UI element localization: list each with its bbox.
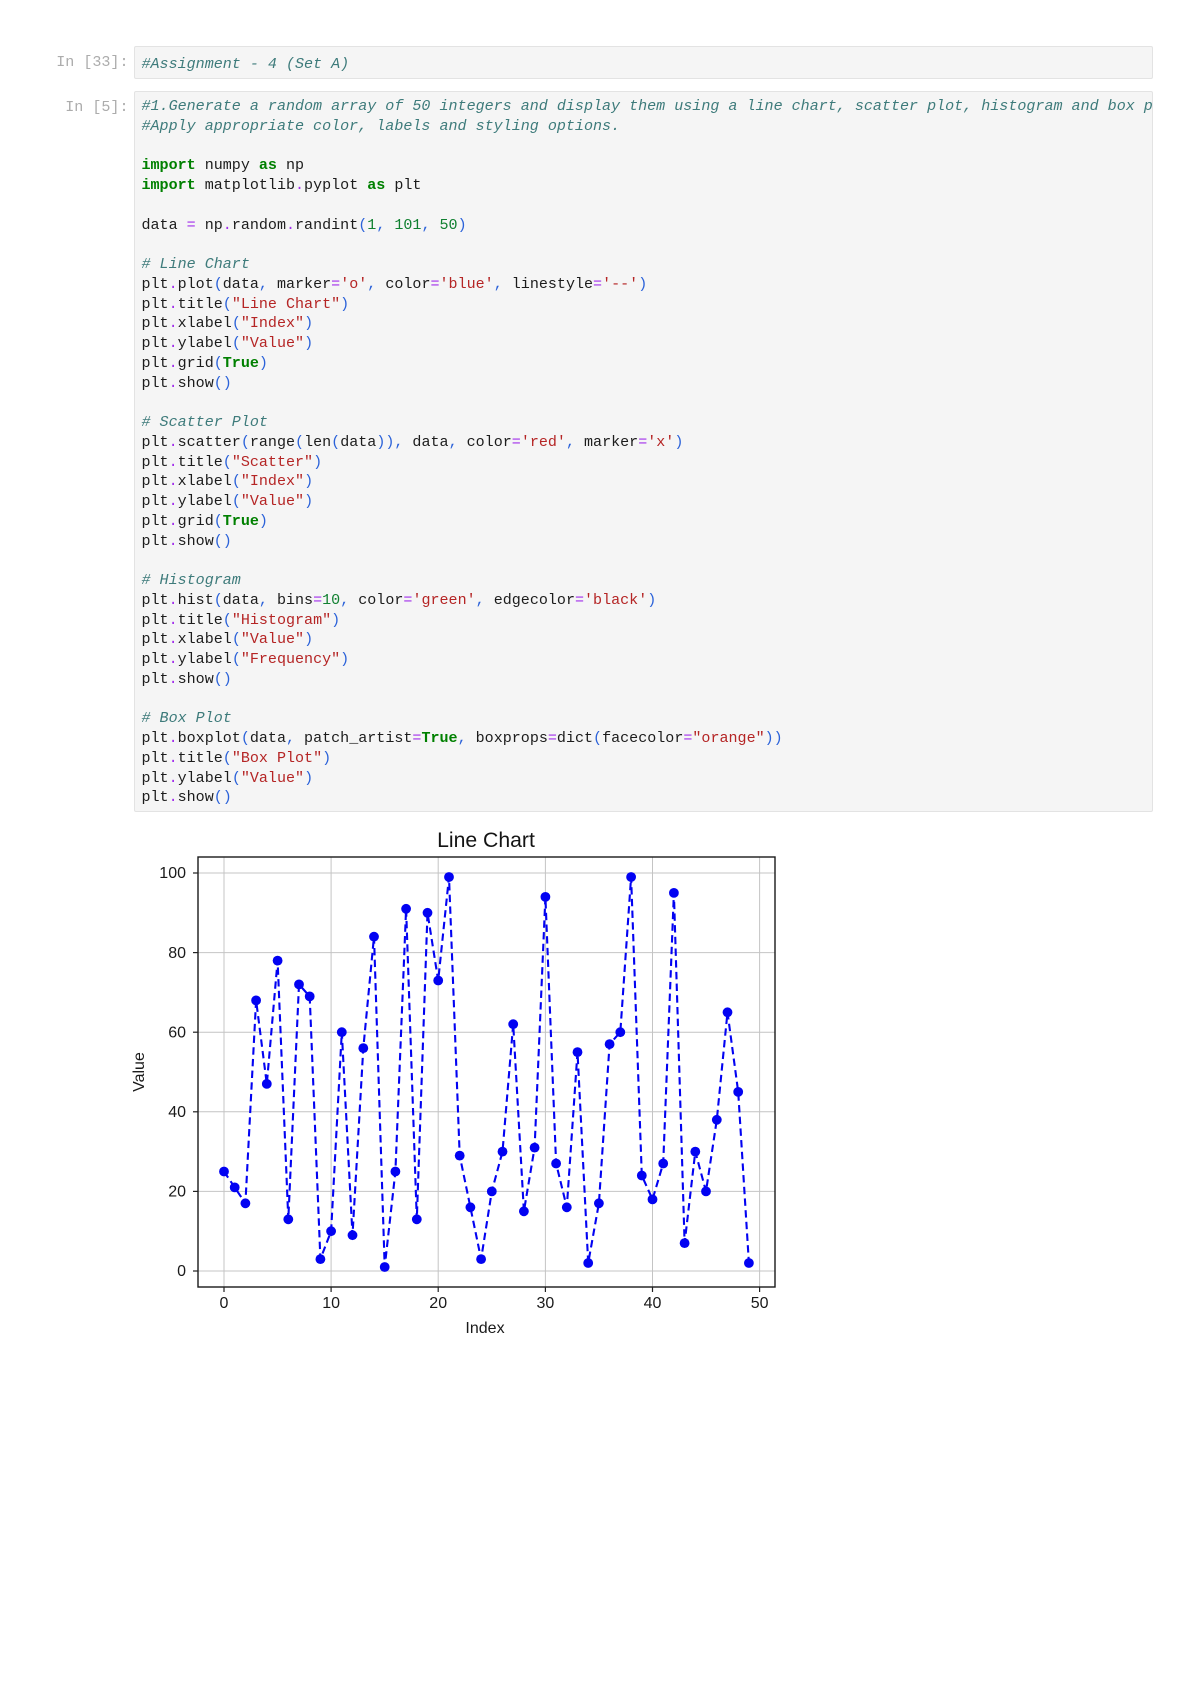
svg-text:50: 50 bbox=[751, 1295, 769, 1312]
svg-text:0: 0 bbox=[220, 1295, 229, 1312]
svg-text:40: 40 bbox=[644, 1295, 662, 1312]
svg-text:Line Chart: Line Chart bbox=[437, 829, 535, 852]
svg-text:20: 20 bbox=[429, 1295, 447, 1312]
svg-text:40: 40 bbox=[168, 1104, 186, 1121]
svg-text:20: 20 bbox=[168, 1184, 186, 1201]
svg-text:60: 60 bbox=[168, 1024, 186, 1041]
svg-text:100: 100 bbox=[159, 865, 186, 882]
svg-text:80: 80 bbox=[168, 945, 186, 962]
svg-text:30: 30 bbox=[537, 1295, 555, 1312]
svg-text:10: 10 bbox=[322, 1295, 340, 1312]
svg-text:Index: Index bbox=[465, 1320, 504, 1337]
svg-text:Value: Value bbox=[131, 1052, 148, 1092]
svg-text:0: 0 bbox=[177, 1263, 186, 1280]
